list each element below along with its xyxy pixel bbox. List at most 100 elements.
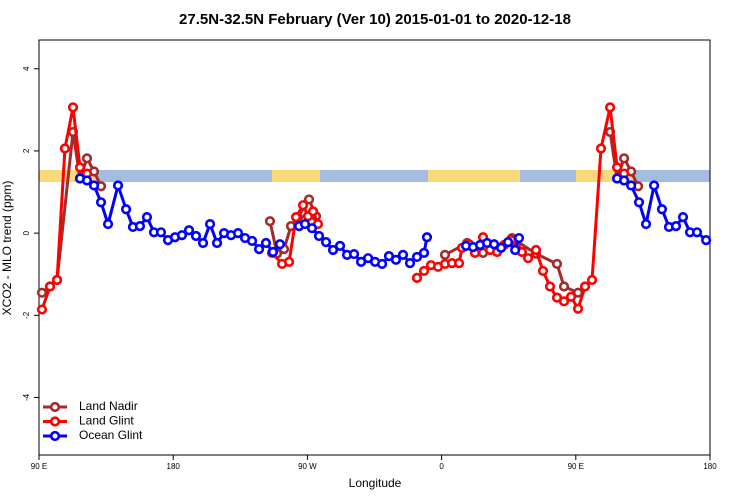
point	[297, 200, 309, 211]
point	[303, 194, 315, 205]
point	[510, 244, 521, 256]
legend-marker	[49, 416, 61, 427]
point	[67, 102, 79, 113]
x-axis-label: Longitude	[349, 476, 402, 490]
point	[155, 227, 167, 238]
y-tick-label: -2	[22, 311, 31, 319]
point	[306, 223, 318, 234]
point	[619, 175, 630, 186]
point	[334, 240, 346, 251]
point	[183, 225, 195, 236]
point	[36, 287, 48, 298]
point	[141, 211, 153, 223]
map-strip	[39, 170, 710, 182]
point	[612, 162, 623, 173]
point	[586, 274, 598, 286]
point	[579, 281, 591, 292]
point	[544, 281, 556, 292]
point	[176, 230, 188, 241]
legend-label: Land Glint	[79, 414, 134, 428]
point	[313, 230, 325, 242]
ocean-strip	[39, 170, 710, 182]
y-axis-label: XCO2 - MLO trend (ppm)	[0, 181, 14, 316]
point	[290, 211, 302, 223]
point	[190, 230, 202, 242]
x-tick-label: 180	[167, 462, 181, 471]
point	[404, 258, 416, 269]
point	[36, 304, 48, 315]
point	[307, 206, 319, 217]
point	[51, 274, 63, 286]
point	[626, 180, 637, 191]
point	[522, 253, 534, 264]
y-tick-label: 2	[22, 148, 31, 153]
point	[102, 218, 114, 230]
y-tick-label: -4	[22, 393, 31, 401]
point	[120, 204, 132, 215]
land-strip	[272, 170, 320, 182]
point	[390, 254, 402, 265]
point	[537, 265, 549, 277]
point	[604, 102, 616, 113]
point	[95, 197, 107, 208]
point	[320, 237, 332, 248]
point	[59, 143, 71, 154]
point	[112, 180, 124, 191]
point	[81, 175, 93, 186]
point	[232, 228, 244, 239]
point	[411, 272, 423, 284]
point	[691, 227, 703, 238]
legend-marker	[49, 401, 61, 413]
point	[267, 246, 279, 258]
point	[197, 237, 209, 249]
point	[677, 211, 689, 223]
y-tick-label: 4	[22, 66, 31, 71]
point	[81, 153, 93, 164]
point	[246, 235, 258, 247]
legend-label: Land Nadir	[79, 399, 138, 413]
point	[397, 249, 409, 260]
point	[670, 221, 682, 232]
point	[495, 242, 507, 254]
x-tick-label: 90 W	[298, 462, 317, 471]
x-tick-label: 90 E	[31, 462, 47, 471]
point	[530, 244, 542, 256]
legend-marker	[49, 430, 61, 442]
chart-title: 27.5N-32.5N February (Ver 10) 2015-01-01…	[179, 11, 571, 28]
point	[418, 247, 430, 258]
point	[453, 258, 465, 269]
y-tick-label: 0	[22, 230, 31, 235]
point	[327, 244, 339, 256]
x-tick-label: 180	[703, 462, 717, 471]
point	[656, 204, 668, 215]
legend-label: Ocean Glint	[79, 428, 143, 442]
x-tick-label: 90 E	[568, 462, 584, 471]
point	[299, 218, 311, 230]
point	[551, 258, 563, 270]
point	[619, 153, 630, 164]
x-tick-label: 0	[439, 462, 444, 471]
point	[439, 249, 451, 260]
point	[348, 248, 360, 260]
point	[253, 244, 265, 255]
point	[513, 232, 525, 244]
point	[134, 221, 146, 232]
point	[421, 232, 433, 243]
point	[648, 180, 660, 191]
point	[274, 239, 286, 250]
point	[211, 237, 223, 249]
land-strip	[428, 170, 520, 182]
point	[701, 235, 712, 246]
point	[204, 218, 216, 230]
point	[558, 296, 570, 307]
point	[418, 265, 430, 277]
point	[633, 197, 645, 208]
point	[595, 143, 607, 154]
point	[377, 258, 388, 270]
point	[411, 251, 423, 263]
point	[44, 281, 56, 292]
point	[283, 256, 295, 267]
plot-frame	[38, 39, 711, 456]
